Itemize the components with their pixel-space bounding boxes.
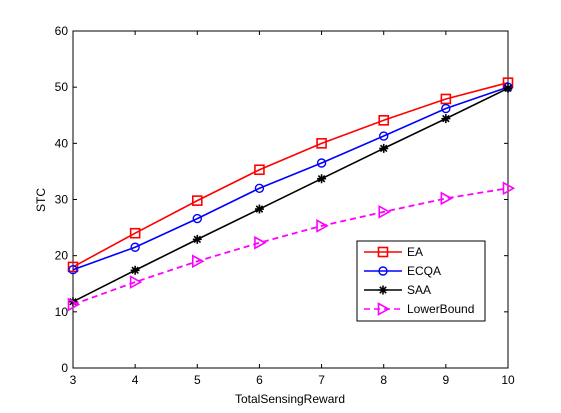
x-axis-label: TotalSensingReward [235, 392, 345, 406]
data-point [379, 143, 389, 153]
legend-label: LowerBound [407, 302, 474, 316]
y-tick-label: 20 [55, 249, 69, 263]
y-tick-label: 50 [55, 80, 69, 94]
data-point [254, 183, 265, 193]
data-point [130, 242, 140, 252]
legend-label: EA [407, 245, 423, 259]
series-layer [67, 77, 516, 312]
data-point [192, 234, 202, 244]
y-tick-label: 40 [55, 136, 69, 150]
x-tick-label: 5 [194, 373, 201, 387]
data-point [440, 191, 454, 206]
y-tick-label: 60 [55, 24, 69, 38]
data-point [67, 297, 81, 312]
data-point [191, 254, 205, 269]
series-lowerbound [67, 181, 516, 312]
data-point [378, 205, 391, 219]
legend-label: SAA [407, 283, 431, 297]
x-tick-label: 4 [132, 373, 139, 387]
legend-marker [377, 246, 389, 258]
data-point [68, 265, 78, 275]
x-tick-label: 3 [70, 373, 77, 387]
legend-marker [377, 302, 391, 316]
legend-item: SAA [364, 283, 431, 297]
data-point [67, 261, 79, 273]
tick-marks [72, 30, 509, 369]
series-line [72, 81, 509, 268]
data-point [254, 204, 264, 214]
legend-marker [378, 285, 388, 295]
series-saa [68, 83, 513, 307]
data-point [316, 219, 329, 233]
series-line [72, 87, 509, 303]
data-point [440, 93, 452, 105]
legend-marker [378, 266, 388, 276]
data-point [192, 213, 202, 224]
x-tick-label: 9 [443, 373, 450, 387]
x-tick-label: 7 [318, 373, 325, 387]
data-point [129, 275, 143, 289]
legend-item: ECQA [364, 264, 441, 278]
data-point [378, 115, 390, 126]
data-point [441, 103, 451, 114]
x-tick-label: 8 [380, 373, 387, 387]
legend: EA ECQA SAA LowerBound [356, 240, 486, 322]
data-point [254, 235, 267, 250]
data-point [316, 138, 327, 149]
x-tick-label: 6 [256, 373, 263, 387]
data-point [129, 227, 141, 239]
data-point [441, 114, 451, 124]
data-point [317, 174, 327, 184]
tick-labels: 3 4 5 6 7 8 9 10 0 10 20 30 40 50 60 [55, 24, 515, 387]
data-point [316, 158, 327, 168]
y-tick-label: 10 [55, 305, 69, 319]
series-line [72, 86, 509, 271]
data-point [254, 164, 265, 176]
data-point [502, 181, 516, 196]
data-point [503, 83, 513, 93]
data-point [130, 265, 140, 275]
y-tick-label: 0 [61, 361, 68, 375]
series-ecqa [68, 82, 513, 275]
y-tick-label: 30 [55, 193, 69, 207]
y-axis-label: STC [34, 188, 48, 212]
x-tick-label: 10 [501, 373, 515, 387]
legend-item: LowerBound [364, 302, 474, 316]
legend-label: ECQA [407, 264, 441, 278]
legend-item: EA [364, 245, 423, 259]
data-point [379, 131, 389, 141]
data-point [191, 195, 203, 206]
